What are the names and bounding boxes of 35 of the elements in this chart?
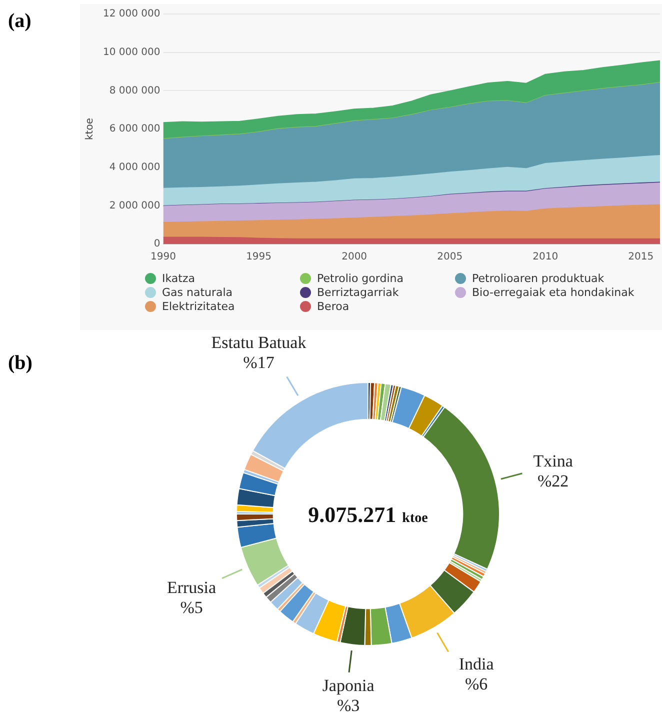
slice-label: Estatu Batuak — [211, 333, 307, 352]
x-tick-label: 2010 — [532, 252, 558, 263]
y-tick-label: 6 000 000 — [109, 124, 160, 135]
legend-label: Beroa — [317, 300, 350, 313]
slice-label: Japonia — [322, 676, 375, 695]
legend-label: Ikatza — [162, 272, 195, 285]
data-label: %22 — [537, 471, 569, 490]
text: (b) — [8, 352, 32, 375]
x-tick-label: 2005 — [437, 252, 463, 263]
legend-label: Elektrizitatea — [162, 300, 235, 313]
data-label: %5 — [180, 598, 203, 618]
x-tick-label: 2000 — [342, 252, 368, 263]
y-axis-title: ktoe — [84, 118, 96, 140]
y-tick-label: 0 — [154, 238, 160, 250]
y-tick-label: 8 000 000 — [109, 85, 160, 96]
text: 9.075.271 ktoe — [308, 502, 428, 527]
data-label: %3 — [336, 696, 360, 715]
x-tick-label: 1995 — [246, 252, 272, 263]
data-label: %17 — [243, 353, 275, 372]
y-tick-label: 12 000 000 — [102, 8, 160, 20]
legend-label: Gas naturala — [162, 286, 233, 299]
legend-label: Bio-erregaiak eta hondakinak — [472, 286, 634, 299]
y-tick-label: 2 000 000 — [109, 200, 160, 212]
y-tick-label: 4 000 000 — [109, 162, 160, 173]
x-tick-label: 2015 — [628, 252, 654, 263]
x-tick-label: 1990 — [150, 252, 176, 263]
slice-label: Errusia — [166, 578, 217, 598]
slice-label: Txina — [533, 451, 574, 470]
legend-label: Petrolioaren produktuak — [472, 272, 604, 285]
chart-title: (a) — [8, 10, 32, 33]
legend-label: Petrolio gordina — [317, 272, 404, 285]
y-tick-label: 10 000 000 — [102, 46, 160, 58]
slice-label: India — [458, 654, 494, 674]
data-label: %6 — [465, 674, 488, 694]
legend-label: Berriztagarriak — [317, 286, 399, 299]
